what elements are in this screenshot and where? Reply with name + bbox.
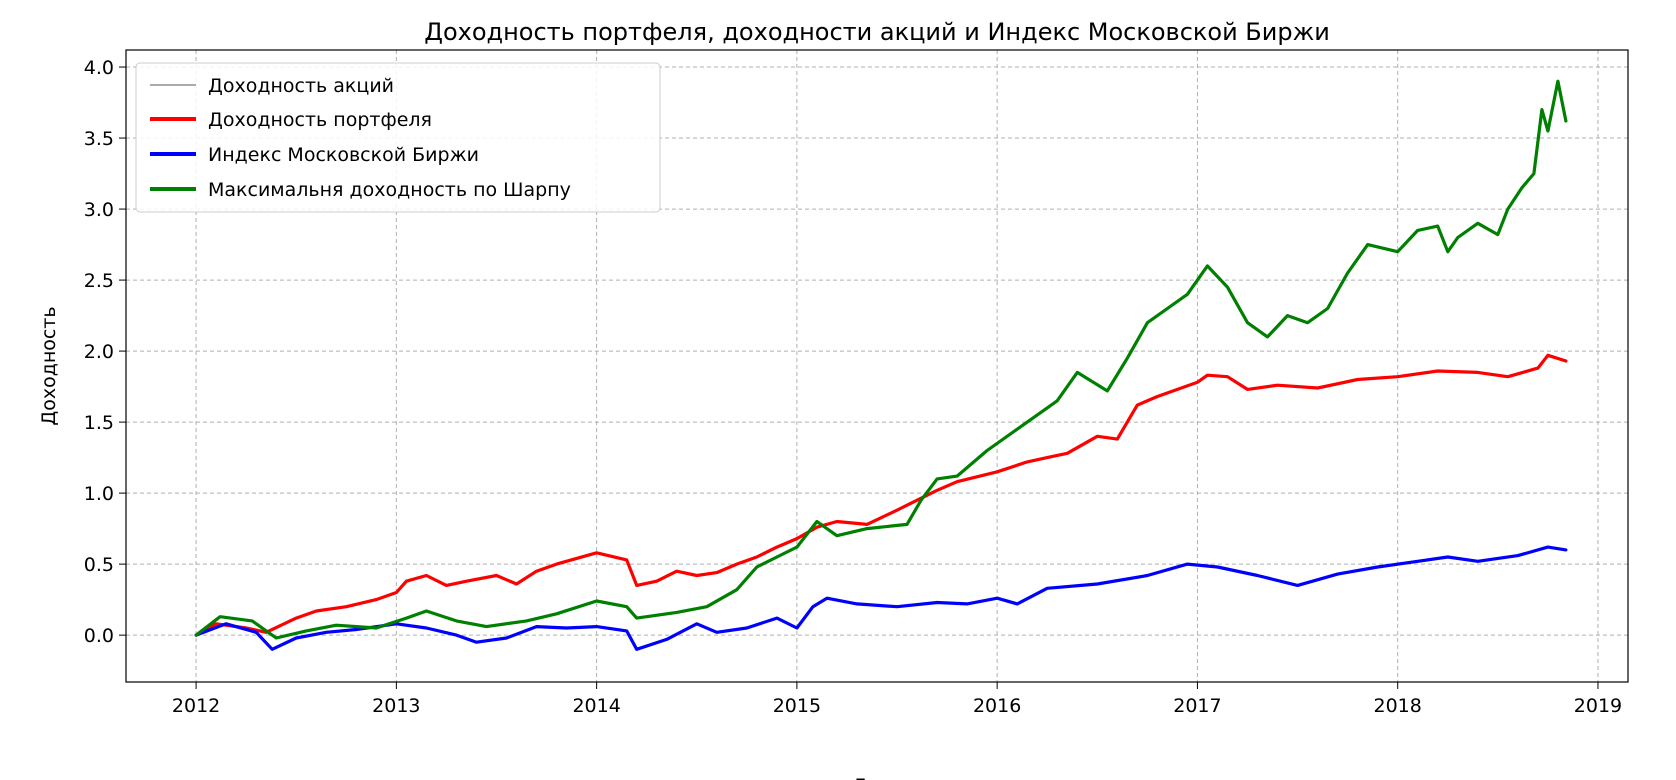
plot-frame: [125, 49, 1629, 683]
x-tick-label: 2016: [973, 695, 1021, 717]
series-line-moex: [194, 545, 1568, 651]
x-tick-label: 2019: [1574, 695, 1622, 717]
x-axis: 2012 2013 2014 2015 2016 2017 2018 2019: [172, 682, 1622, 717]
series-line-portfolio: [194, 353, 1568, 637]
x-tick-label: 2018: [1374, 695, 1422, 717]
y-axis-label: Доходность: [38, 306, 60, 425]
x-tick-label: 2012: [172, 695, 220, 717]
legend-label-stocks: Доходность акций: [208, 75, 394, 97]
y-tick-label: 1.0: [84, 483, 114, 505]
series-layer: [194, 79, 1568, 651]
x-tick-label: 2017: [1173, 695, 1221, 717]
y-tick-label: 4.0: [84, 57, 114, 79]
y-tick-label: 2.0: [84, 341, 114, 363]
chart-title: Доходность портфеля, доходности акций и …: [424, 18, 1330, 46]
legend-label-moex: Индекс Московской Биржи: [208, 144, 479, 166]
y-tick-label: 3.0: [84, 199, 114, 221]
y-tick-label: 3.5: [84, 128, 114, 150]
y-axis: 0.0 0.5 1.0 1.5 2.0 2.5 3.0 3.5 4.0: [84, 57, 126, 647]
y-tick-label: 2.5: [84, 270, 114, 292]
y-tick-label: 1.5: [84, 412, 114, 434]
grid: [126, 50, 1628, 682]
legend-label-sharpe: Максимальня доходность по Шарпу: [208, 179, 571, 201]
x-tick-label: 2014: [572, 695, 620, 717]
series-line-sharpe: [194, 79, 1568, 640]
legend-box: [135, 62, 661, 213]
legend: Доходность акций Доходность портфеля Инд…: [135, 62, 661, 213]
y-tick-label: 0.5: [84, 554, 114, 576]
y-tick-label: 0.0: [84, 625, 114, 647]
legend-label-portfolio: Доходность портфеля: [208, 109, 432, 131]
x-tick-label: 2013: [372, 695, 420, 717]
x-axis-label: Дата: [852, 775, 901, 780]
x-tick-label: 2015: [773, 695, 821, 717]
